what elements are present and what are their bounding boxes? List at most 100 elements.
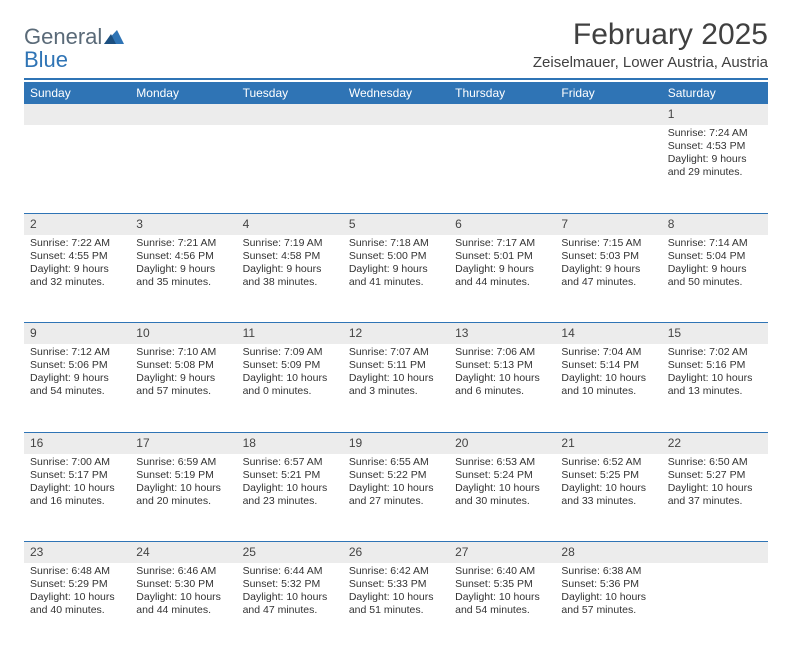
day-sunset: Sunset: 5:06 PM — [30, 359, 124, 372]
day-cell: Sunrise: 6:44 AMSunset: 5:32 PMDaylight:… — [237, 563, 343, 651]
day-sunset: Sunset: 5:08 PM — [136, 359, 230, 372]
day-day1: Daylight: 10 hours — [349, 482, 443, 495]
day-number: 4 — [237, 213, 343, 235]
day-sunset: Sunset: 4:56 PM — [136, 250, 230, 263]
day-day2: and 33 minutes. — [561, 495, 655, 508]
day-sunrise: Sunrise: 7:07 AM — [349, 346, 443, 359]
day-sunset: Sunset: 5:24 PM — [455, 469, 549, 482]
day-day1: Daylight: 10 hours — [243, 372, 337, 385]
day-day1: Daylight: 9 hours — [455, 263, 549, 276]
day-number-row: 2345678 — [24, 213, 768, 235]
day-sunset: Sunset: 5:13 PM — [455, 359, 549, 372]
day-cell: Sunrise: 7:19 AMSunset: 4:58 PMDaylight:… — [237, 235, 343, 323]
day-cell: Sunrise: 6:53 AMSunset: 5:24 PMDaylight:… — [449, 454, 555, 542]
day-sunrise: Sunrise: 6:52 AM — [561, 456, 655, 469]
day-sunrise: Sunrise: 7:15 AM — [561, 237, 655, 250]
day-sunset: Sunset: 5:11 PM — [349, 359, 443, 372]
logo-word2: Blue — [24, 47, 68, 72]
day-sunrise: Sunrise: 7:17 AM — [455, 237, 549, 250]
day-day2: and 54 minutes. — [455, 604, 549, 617]
day-sunset: Sunset: 5:17 PM — [30, 469, 124, 482]
day-number: 3 — [130, 213, 236, 235]
day-number: 15 — [662, 323, 768, 345]
day-day2: and 20 minutes. — [136, 495, 230, 508]
day-cell: Sunrise: 6:55 AMSunset: 5:22 PMDaylight:… — [343, 454, 449, 542]
day-day1: Daylight: 10 hours — [243, 482, 337, 495]
day-day2: and 57 minutes. — [561, 604, 655, 617]
day-day1: Daylight: 10 hours — [30, 482, 124, 495]
location-label: Zeiselmauer, Lower Austria, Austria — [533, 54, 768, 71]
day-sunrise: Sunrise: 6:48 AM — [30, 565, 124, 578]
day-number: 23 — [24, 542, 130, 564]
day-sunset: Sunset: 5:29 PM — [30, 578, 124, 591]
day-number — [449, 104, 555, 125]
day-day1: Daylight: 9 hours — [136, 263, 230, 276]
day-number: 2 — [24, 213, 130, 235]
day-cell: Sunrise: 6:40 AMSunset: 5:35 PMDaylight:… — [449, 563, 555, 651]
day-day1: Daylight: 10 hours — [561, 591, 655, 604]
day-day2: and 6 minutes. — [455, 385, 549, 398]
day-cell: Sunrise: 6:42 AMSunset: 5:33 PMDaylight:… — [343, 563, 449, 651]
day-cell — [24, 125, 130, 213]
day-day1: Daylight: 9 hours — [30, 372, 124, 385]
day-content-row: Sunrise: 7:24 AMSunset: 4:53 PMDaylight:… — [24, 125, 768, 213]
day-number: 24 — [130, 542, 236, 564]
day-sunset: Sunset: 5:33 PM — [349, 578, 443, 591]
day-sunset: Sunset: 4:58 PM — [243, 250, 337, 263]
day-content-row: Sunrise: 7:22 AMSunset: 4:55 PMDaylight:… — [24, 235, 768, 323]
day-number — [343, 104, 449, 125]
day-day1: Daylight: 9 hours — [30, 263, 124, 276]
day-sunset: Sunset: 5:19 PM — [136, 469, 230, 482]
day-day1: Daylight: 10 hours — [455, 372, 549, 385]
weekday-header: Thursday — [449, 82, 555, 104]
day-sunset: Sunset: 5:32 PM — [243, 578, 337, 591]
day-sunrise: Sunrise: 7:06 AM — [455, 346, 549, 359]
day-number: 27 — [449, 542, 555, 564]
day-content-row: Sunrise: 7:12 AMSunset: 5:06 PMDaylight:… — [24, 344, 768, 432]
day-number — [662, 542, 768, 564]
day-cell: Sunrise: 7:06 AMSunset: 5:13 PMDaylight:… — [449, 344, 555, 432]
day-day2: and 41 minutes. — [349, 276, 443, 289]
day-sunset: Sunset: 5:35 PM — [455, 578, 549, 591]
day-sunrise: Sunrise: 7:14 AM — [668, 237, 762, 250]
day-number: 28 — [555, 542, 661, 564]
day-number: 9 — [24, 323, 130, 345]
day-day2: and 54 minutes. — [30, 385, 124, 398]
day-sunrise: Sunrise: 7:09 AM — [243, 346, 337, 359]
day-cell: Sunrise: 7:21 AMSunset: 4:56 PMDaylight:… — [130, 235, 236, 323]
title-block: February 2025 Zeiselmauer, Lower Austria… — [533, 18, 768, 71]
day-number: 7 — [555, 213, 661, 235]
day-sunrise: Sunrise: 7:02 AM — [668, 346, 762, 359]
weekday-header: Saturday — [662, 82, 768, 104]
day-number-row: 1 — [24, 104, 768, 125]
day-cell — [343, 125, 449, 213]
day-cell: Sunrise: 7:00 AMSunset: 5:17 PMDaylight:… — [24, 454, 130, 542]
logo-triangle-icon — [104, 28, 124, 49]
day-day2: and 10 minutes. — [561, 385, 655, 398]
day-cell: Sunrise: 6:38 AMSunset: 5:36 PMDaylight:… — [555, 563, 661, 651]
day-sunrise: Sunrise: 6:59 AM — [136, 456, 230, 469]
day-number: 6 — [449, 213, 555, 235]
day-sunset: Sunset: 5:36 PM — [561, 578, 655, 591]
day-number: 17 — [130, 432, 236, 454]
day-sunrise: Sunrise: 6:50 AM — [668, 456, 762, 469]
day-day2: and 16 minutes. — [30, 495, 124, 508]
day-day2: and 38 minutes. — [243, 276, 337, 289]
day-day2: and 32 minutes. — [30, 276, 124, 289]
day-cell: Sunrise: 7:04 AMSunset: 5:14 PMDaylight:… — [555, 344, 661, 432]
day-sunset: Sunset: 5:30 PM — [136, 578, 230, 591]
day-sunrise: Sunrise: 7:10 AM — [136, 346, 230, 359]
day-day2: and 29 minutes. — [668, 166, 762, 179]
day-day2: and 50 minutes. — [668, 276, 762, 289]
day-day2: and 57 minutes. — [136, 385, 230, 398]
day-sunrise: Sunrise: 6:38 AM — [561, 565, 655, 578]
day-sunrise: Sunrise: 6:53 AM — [455, 456, 549, 469]
day-day1: Daylight: 9 hours — [136, 372, 230, 385]
header: General Blue February 2025 Zeiselmauer, … — [24, 18, 768, 72]
day-cell — [237, 125, 343, 213]
day-sunset: Sunset: 5:00 PM — [349, 250, 443, 263]
day-sunrise: Sunrise: 7:22 AM — [30, 237, 124, 250]
day-day2: and 13 minutes. — [668, 385, 762, 398]
day-sunset: Sunset: 5:21 PM — [243, 469, 337, 482]
weekday-header: Sunday — [24, 82, 130, 104]
